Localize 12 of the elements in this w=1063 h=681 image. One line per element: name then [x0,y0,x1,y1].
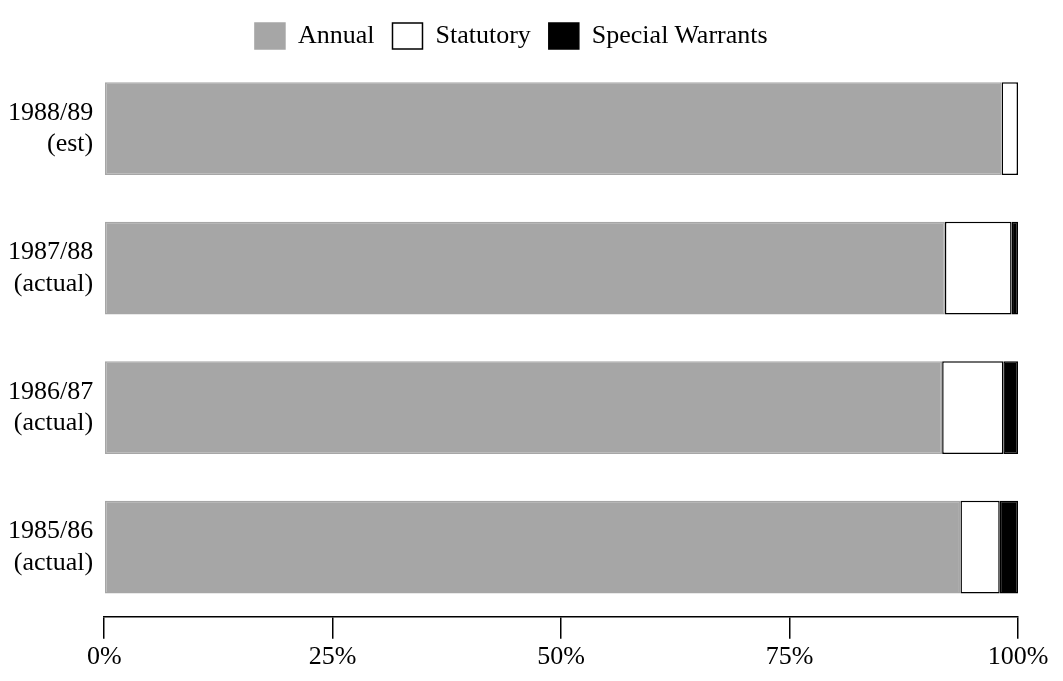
x-tick-label: 75% [765,641,814,671]
y-tick-label: 1985/86 (actual) [7,515,94,576]
y-tick-label: 1986/87 (actual) [7,375,94,437]
x-tick-label: 25% [308,641,357,671]
x-tick-label: 0% [86,641,122,671]
legend-label: Statutory [435,19,531,49]
y-tick-label: 1987/88 (actual) [7,236,94,297]
x-tick-label: 50% [537,641,585,671]
x-tick-label: 100% [987,641,1049,671]
legend-label: Special Warrants [591,19,768,49]
legend-label: Annual [297,19,375,49]
y-tick-label: 1988/89 (est) [7,96,94,158]
